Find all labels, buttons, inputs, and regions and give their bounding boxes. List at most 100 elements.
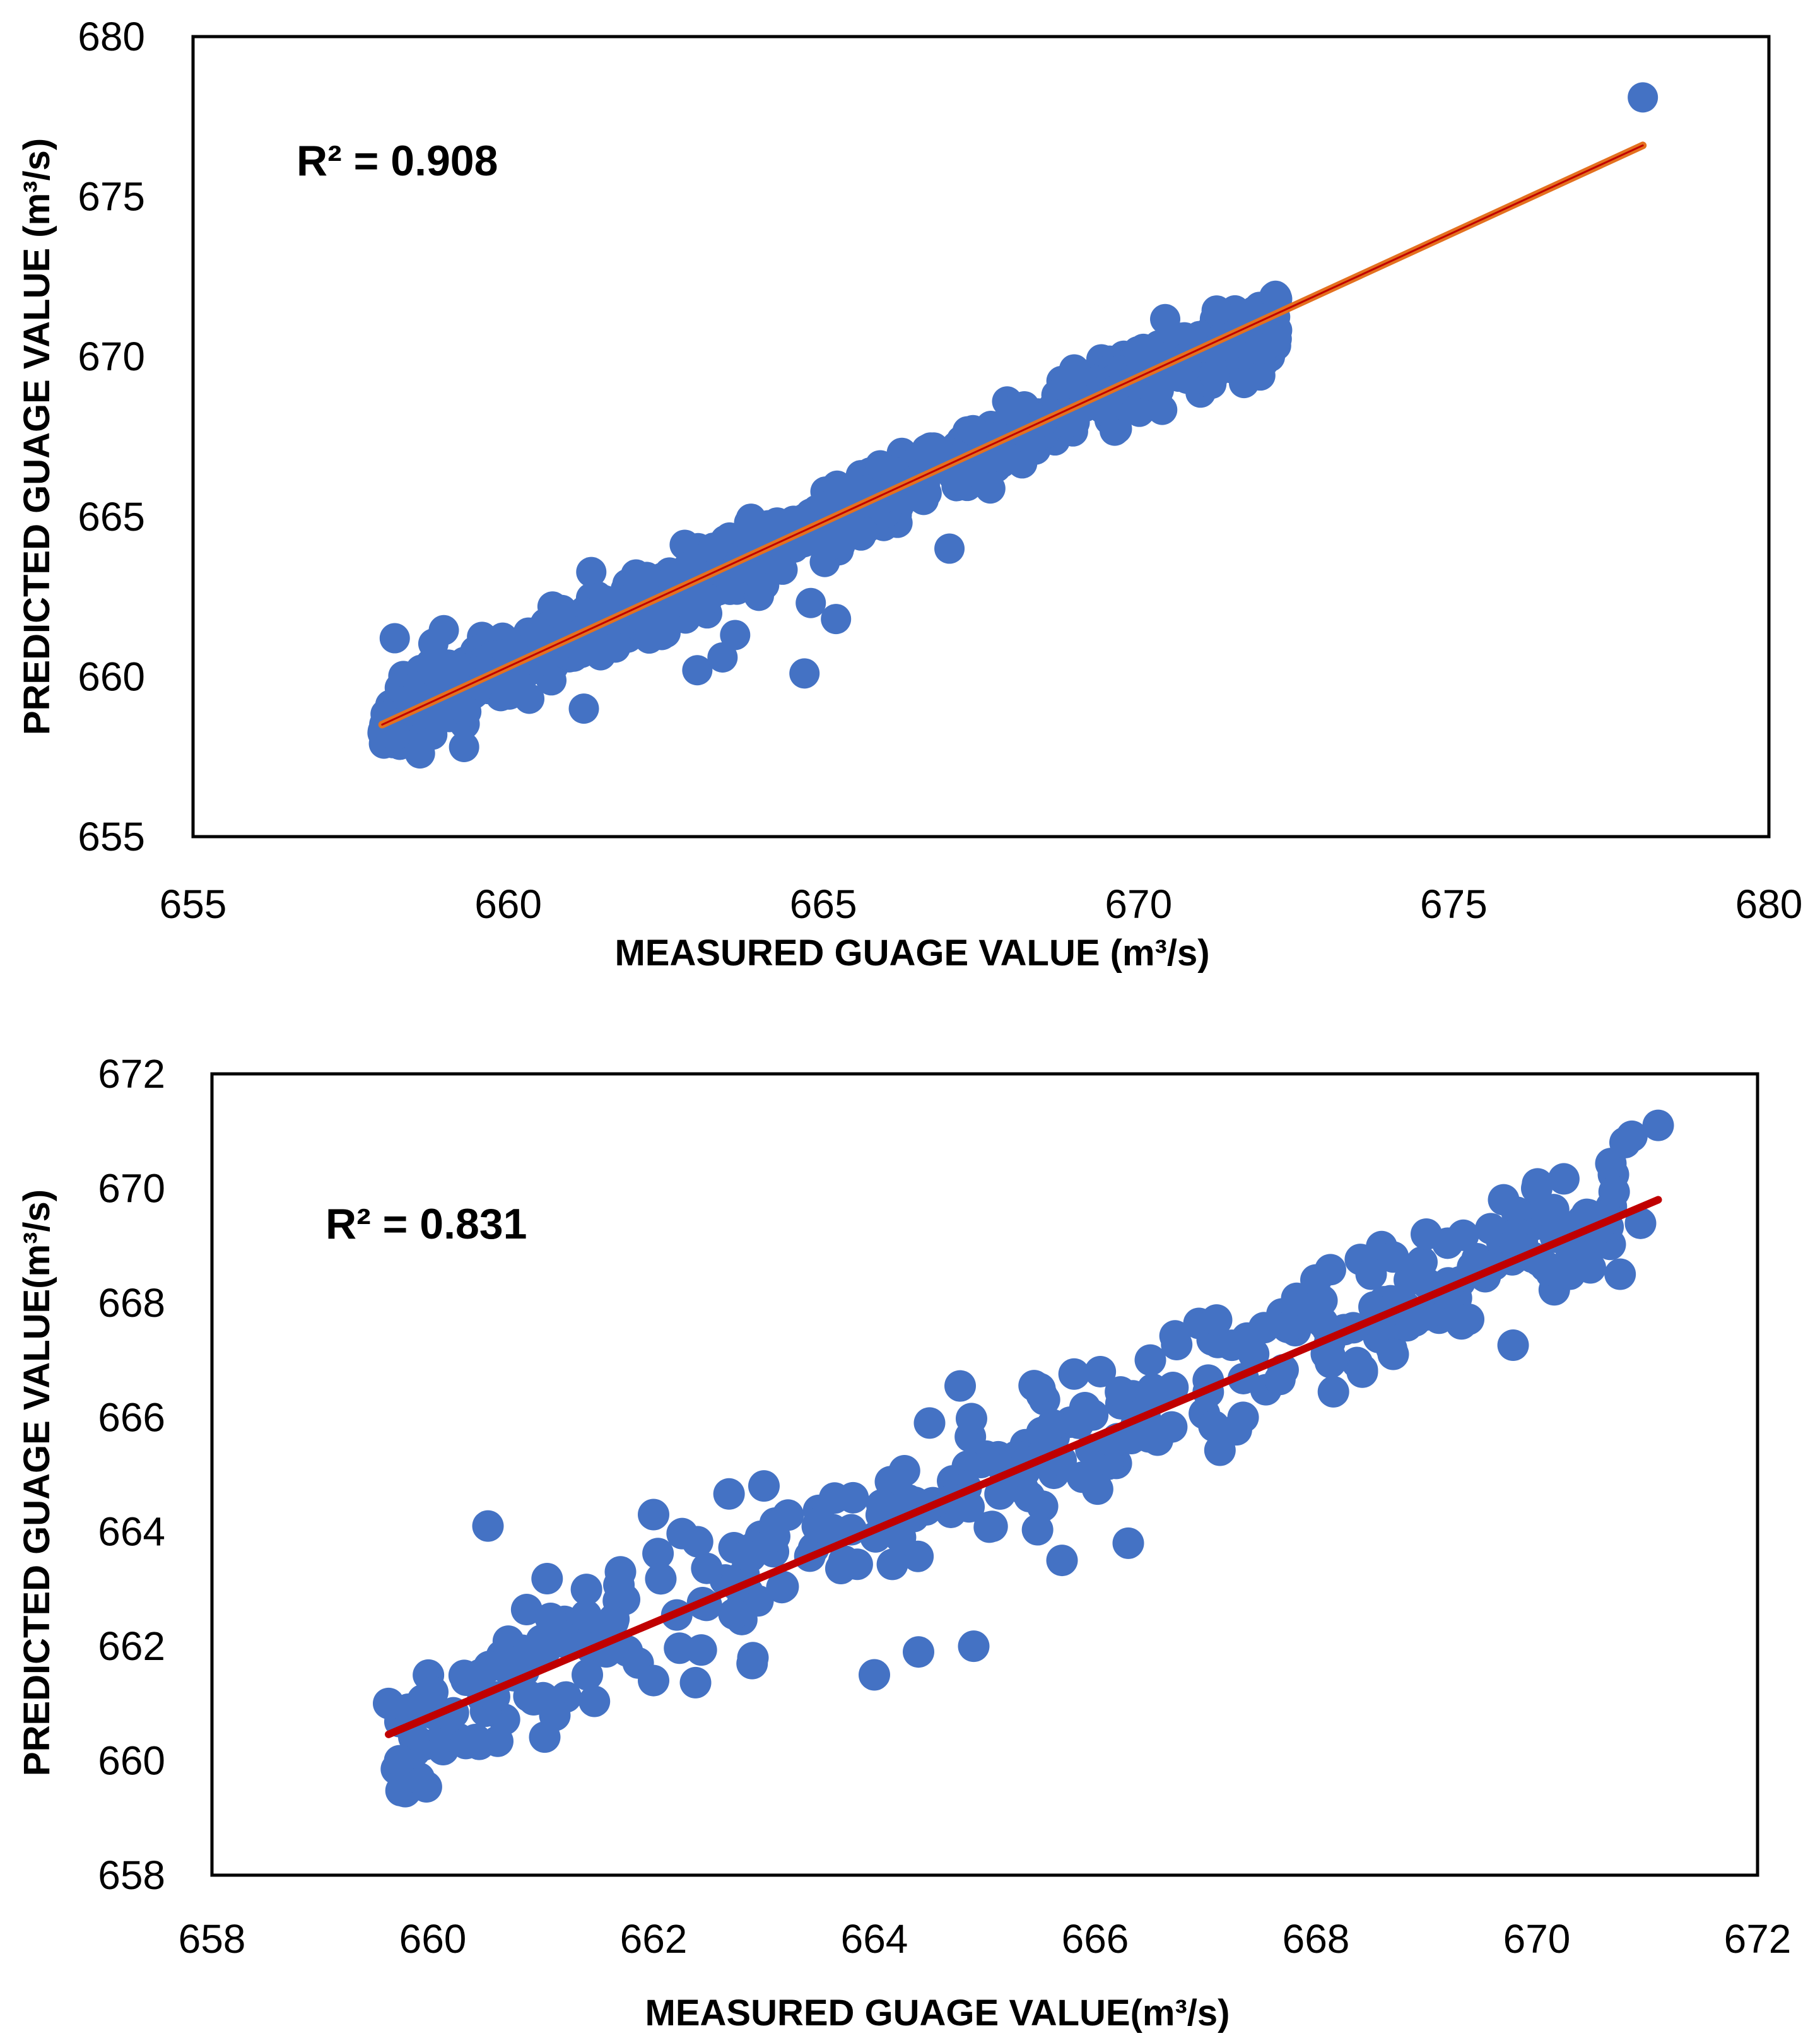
data-point [1604,1258,1636,1290]
y-tick-label: 668 [98,1280,165,1326]
chart-bottom-svg: 658 660 662 664 666 668 670 672 658 660 662 664 666… [16,1051,1791,2034]
data-point [1264,1363,1296,1396]
data-point [1062,1407,1095,1439]
x-axis-title: MEASURED GUAGE VALUE (m³/s) [614,933,1209,974]
x-tick-label: 675 [1420,881,1488,927]
data-point [1143,372,1174,403]
data-point [664,1632,696,1664]
y-axis-title: PREDICTED GUAGE VALUE(m³/s) [16,1189,57,1776]
y-tick-label: 672 [98,1051,165,1097]
data-point [448,1659,480,1692]
data-point [451,697,482,727]
data-point [975,473,1006,504]
data-point [503,1646,535,1678]
data-point [597,1606,630,1638]
data-point [1198,1410,1230,1442]
data-point [379,623,410,654]
data-point [973,1511,1006,1543]
data-point [1161,1329,1193,1361]
y-tick-label: 660 [98,1738,165,1784]
data-point [1105,1376,1137,1408]
r-squared-annotation: R² = 0.908 [296,137,498,185]
x-tick-label: 665 [790,881,857,927]
data-point [815,530,846,561]
r-squared-annotation: R² = 0.831 [326,1200,527,1248]
data-point [958,1630,990,1663]
data-point [534,1602,567,1634]
data-point [1057,364,1088,395]
data-point [1026,1416,1058,1449]
y-axis-title: PREDICTED GUAGE VALUE (m³/s) [16,138,57,735]
data-point [955,1403,987,1435]
data-point [1377,1338,1409,1370]
data-point [748,1470,780,1502]
data-point [450,1728,482,1760]
data-point [1021,1514,1054,1546]
y-tick-label: 666 [98,1394,165,1440]
x-tick-label: 655 [160,881,227,927]
data-point [866,1489,898,1521]
data-point [707,642,738,673]
data-point [1624,1207,1657,1239]
chart-panel-top: 655 660 665 670 675 680 655 660 665 670 675 680 R²… [16,14,1802,974]
data-point [718,1598,750,1630]
data-point [572,1659,603,1691]
data-point [647,615,678,645]
x-tick-label: 664 [841,1916,908,1962]
data-point [761,507,792,538]
data-point [570,1574,602,1606]
data-point [1243,334,1274,365]
data-point [1297,1293,1329,1325]
data-point [568,693,599,724]
data-point [997,395,1028,426]
data-point [837,1481,869,1514]
data-point [638,1664,669,1697]
data-point [1488,1184,1520,1216]
data-point [943,464,974,495]
y-ticks-group: 655 660 665 670 675 680 [78,14,145,859]
data-point [1099,415,1130,446]
data-point [1547,1163,1580,1195]
data-point [1453,1304,1485,1336]
data-point [1411,1218,1442,1250]
data-point [888,1454,920,1487]
data-point [1199,360,1230,391]
data-point [953,1491,985,1523]
data-point [859,1659,890,1691]
data-point [531,1563,563,1595]
data-point [510,1594,543,1626]
data-point [796,587,826,618]
chart-top-svg: 655 660 665 670 675 680 655 660 665 670 675 680 R²… [16,14,1802,974]
data-point [642,1538,674,1570]
y-ticks-group: 658 660 662 664 666 668 670 672 [98,1051,165,1898]
x-tick-label: 666 [1062,1916,1129,1962]
data-point [892,1484,924,1516]
trendline-group [378,141,1647,729]
x-tick-label: 668 [1283,1916,1350,1962]
x-tick-label: 670 [1503,1916,1571,1962]
data-point [876,1548,908,1581]
data-point [527,1681,559,1714]
data-point [698,533,729,563]
data-point [1081,1473,1113,1505]
data-point [1137,1373,1169,1405]
data-point [1346,1354,1378,1386]
data-point [1046,1545,1078,1577]
data-point [767,1570,799,1603]
data-point [1447,1219,1479,1251]
x-tick-label: 662 [620,1916,688,1962]
x-tick-label: 660 [474,881,542,927]
data-point [1134,1344,1166,1376]
data-point [373,1687,404,1719]
y-tick-label: 665 [78,494,145,539]
data-point [570,1599,602,1632]
data-point [417,1676,449,1708]
y-tick-label: 662 [98,1623,165,1669]
data-point [821,604,852,635]
data-point [1084,1355,1117,1387]
y-tick-label: 675 [78,174,145,220]
data-point [1013,1481,1045,1513]
chart-panel-bottom: 658 660 662 664 666 668 670 672 658 660 662 664 666… [0,1022,1820,2043]
data-point [1609,1126,1641,1158]
